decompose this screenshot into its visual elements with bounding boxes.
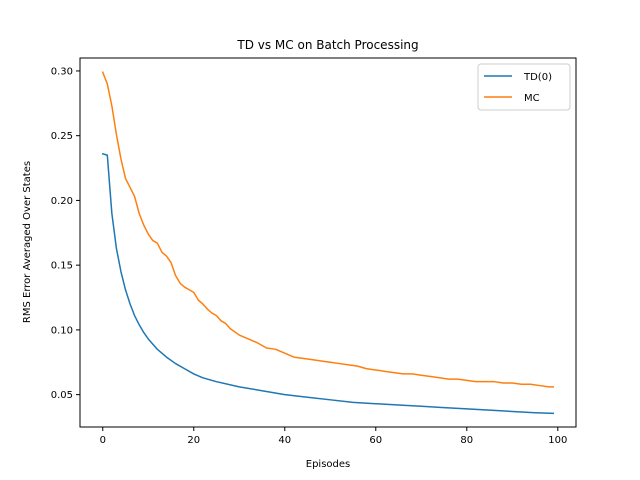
- x-tick-label: 20: [187, 435, 200, 446]
- y-tick-label: 0.10: [51, 325, 73, 336]
- legend: TD(0) MC: [477, 63, 571, 111]
- y-tick-label: 0.25: [51, 131, 73, 142]
- x-tick-label: 100: [548, 435, 567, 446]
- chart-title: TD vs MC on Batch Processing: [236, 38, 418, 52]
- axes-frame: [79, 57, 577, 428]
- y-tick-label: 0.05: [51, 390, 73, 401]
- y-tick-label: 0.15: [51, 261, 73, 272]
- x-tick-label: 40: [278, 435, 291, 446]
- x-axis-title: Episodes: [306, 459, 350, 470]
- legend-label-mc: MC: [524, 93, 540, 104]
- x-tick-label: 80: [460, 435, 473, 446]
- y-axis-title: RMS Error Averaged Over States: [22, 161, 33, 323]
- x-tick-label: 0: [100, 435, 106, 446]
- y-tick-label: 0.30: [51, 66, 73, 77]
- mc-series-line: [101, 71, 554, 388]
- x-tick-label: 60: [369, 435, 382, 446]
- plot-area: [79, 57, 577, 428]
- y-axis: 0.05 0.10 0.15 0.20 0.25 0.30: [51, 66, 80, 401]
- series-layer: [101, 71, 555, 415]
- y-tick-label: 0.20: [51, 196, 73, 207]
- td-series-line: [101, 152, 555, 415]
- legend-label-td: TD(0): [523, 72, 552, 83]
- x-axis: 0 20 40 60 80 100: [100, 427, 567, 446]
